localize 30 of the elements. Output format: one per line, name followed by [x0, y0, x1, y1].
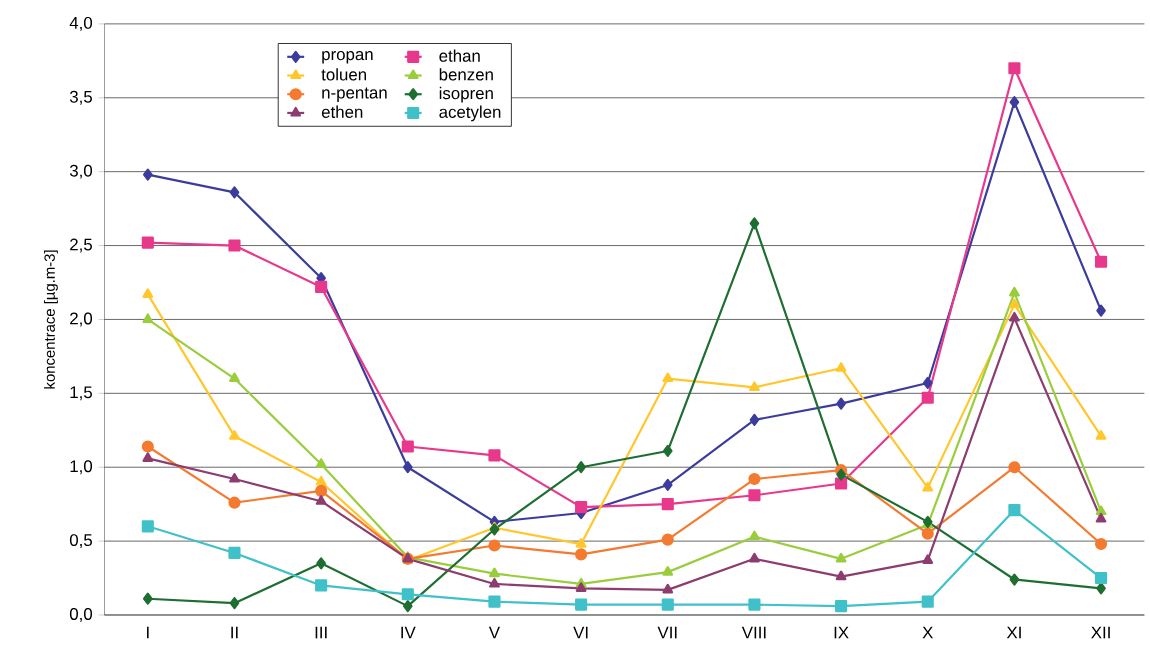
- x-tick-label: III: [315, 626, 327, 639]
- legend-label: n-pentan: [322, 87, 387, 103]
- legend-label: benzen: [439, 68, 493, 81]
- y-tick-label: 4,0: [69, 17, 93, 31]
- legend-label: ethen: [321, 105, 363, 119]
- x-tick-label: XI: [1006, 626, 1021, 639]
- x-tick-label: X: [922, 626, 934, 639]
- x-tick-label: IV: [401, 626, 416, 639]
- y-tick-label: 1,0: [70, 460, 93, 475]
- x-tick-label: VI: [573, 626, 588, 639]
- y-tick-label: 3,0: [69, 164, 93, 179]
- y-tick-label: 3,5: [69, 90, 92, 105]
- legend-label: propan: [322, 51, 373, 64]
- legend-label: toluen: [321, 68, 366, 81]
- x-tick-label: VII: [657, 626, 677, 639]
- legend-label: isopren: [439, 86, 493, 103]
- legend-label: acetylen: [439, 105, 501, 122]
- y-tick-label: 1,5: [70, 386, 92, 401]
- y-tick-label: 2,5: [70, 238, 92, 253]
- y-tick-label: 0,5: [69, 534, 92, 549]
- x-tick-label: V: [488, 626, 500, 639]
- y-axis-title: koncentrace [µg.m-3]: [43, 250, 58, 389]
- x-tick-label: XII: [1091, 626, 1110, 639]
- x-tick-label: I: [147, 626, 149, 639]
- x-tick-label: VIII: [741, 626, 766, 639]
- y-tick-label: 2,0: [70, 312, 93, 327]
- x-tick-label: IX: [834, 626, 849, 639]
- x-tick-label: II: [231, 626, 238, 639]
- y-tick-label: 0,0: [69, 608, 93, 623]
- legend-label: ethan: [439, 49, 480, 62]
